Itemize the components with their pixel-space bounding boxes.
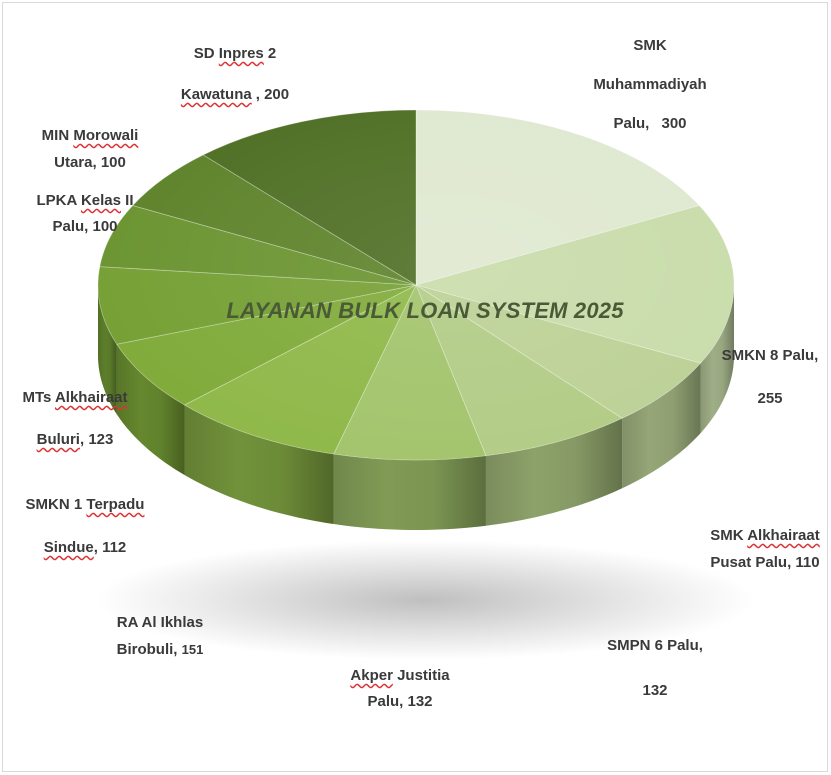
data-label-text: RA Al Ikhlas [116,614,204,631]
pie-side-shade-ra-al-ikhlas-birobuli [184,405,334,525]
data-label-line: Muhammadiyah [570,77,730,92]
data-label-line: Pusat Palu, 110 [680,555,831,570]
data-label-line: Buluri, 123 [0,432,150,447]
data-label-text: Alkhairaat [54,389,128,406]
data-label-text: SMPN 6 Palu, [607,637,703,654]
data-label-text: MIN [41,127,74,144]
pie-side-shade-smkn-1-terpadu-sindue [116,344,185,476]
data-label-line: SMK Alkhairaat [680,528,831,543]
data-label-line: SMK [570,38,730,53]
data-label-text: II [120,192,134,209]
pie-top-sheen [98,110,734,460]
data-label-line: MIN Morowali [5,128,175,143]
data-label-text: 2 [263,45,277,62]
data-label-line: RA Al Ikhlas [90,615,230,630]
pie-shadow [95,540,755,660]
data-label-line: MTs Alkhairaat [0,390,150,405]
data-label-line: SMKN 8 Palu, [710,348,830,363]
data-label-text: SMK [710,527,748,544]
data-label-text: SMK [633,37,667,54]
data-label-line: SMPN 6 Palu, [585,638,725,653]
data-label-text: 255 [757,390,783,407]
data-label-text: Alkhairaat [747,527,820,544]
data-label-text: Pusat Palu, 110 [710,554,820,571]
data-label-text: 300 [661,115,687,132]
data-label-text: Terpadu [86,496,145,513]
data-label-text: Palu, [613,115,654,132]
data-label-line: Utara, 100 [5,155,175,170]
data-label-text: Akper [350,667,393,684]
data-label-line: 132 [585,683,725,698]
data-label-text: LPKA [36,192,81,209]
data-label-text: 132 [642,682,668,699]
data-label-text: Kelas [80,192,121,209]
data-label-text: Buluri [36,431,80,448]
data-label-text: SMKN 1 [25,496,87,513]
data-label-text: Muhammadiyah [593,76,707,93]
data-label-text: Palu, 132 [367,693,433,710]
pie-side-shade-smpn-6-palu [485,418,623,526]
data-label-text: Utara, 100 [54,154,126,171]
data-label-text: Morowali [73,127,139,144]
data-label-line: Palu, 100 [5,219,165,234]
data-label-text: Inpres [218,45,264,62]
chart-title: LAYANAN BULK LOAN SYSTEM 2025 [226,298,624,323]
data-label-text: 151 [181,642,204,657]
data-label-text: Birobuli, [116,641,182,658]
pie-side-shade-smk-alkhairaat-pusat-palu [622,363,701,489]
pie-side-shade-smkn-8-palu [700,285,734,434]
data-label-text: , 123 [79,431,114,448]
data-label-line: SMKN 1 Terpadu [5,497,165,512]
data-label-text: , 200 [255,86,290,103]
data-label-text: SD [193,45,219,62]
data-label-line: Palu, 132 [325,694,475,709]
data-label-text: Sindue [43,539,94,556]
data-label-line: LPKA Kelas II [5,193,165,208]
data-label-text: Kawatuna [180,86,252,103]
data-label-line: Palu, 300 [570,116,730,131]
data-label-text: Justitia [392,667,450,684]
data-label-line: Akper Justitia [325,668,475,683]
data-label-text: SMKN 8 Palu, [721,347,819,364]
data-label-line: Sindue, 112 [5,540,165,555]
data-label-text: Palu, 100 [52,218,118,235]
data-label-line: Birobuli, 151 [90,642,230,657]
data-label-line: Kawatuna, 200 [160,87,310,102]
data-label-line: SD Inpres 2 [160,46,310,61]
data-label-text: , 112 [93,539,127,556]
data-label-line: 255 [710,391,830,406]
pie-side-shade-akper-justitia-palu [333,454,486,530]
data-label-text: MTs [22,389,55,406]
pie-side-shade-mts-alkhairaat-buluri [98,285,117,415]
